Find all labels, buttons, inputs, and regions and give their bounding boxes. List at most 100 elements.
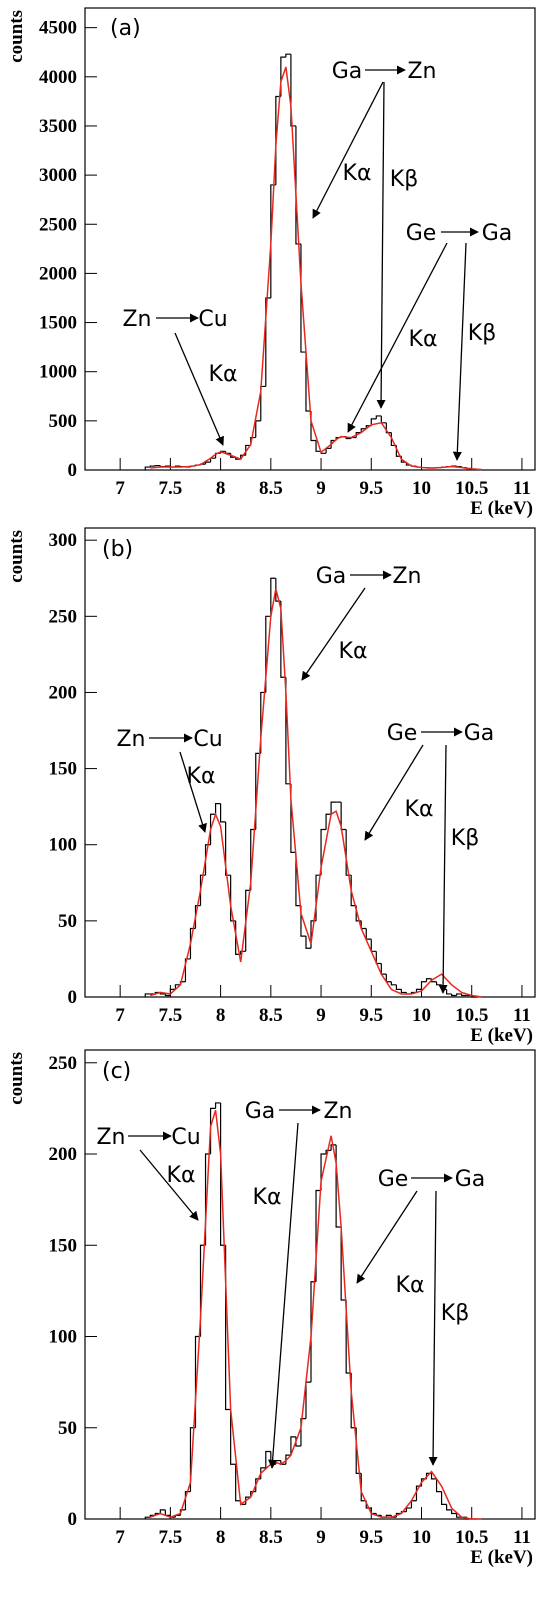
- histogram-bin: [461, 993, 467, 997]
- histogram-bin: [305, 1381, 312, 1419]
- y-tick-label: 300: [49, 530, 78, 551]
- annotation: Cu: [198, 307, 227, 332]
- annotation: Ga: [455, 1167, 486, 1192]
- arrow: [312, 81, 384, 219]
- annotation: Ga: [245, 1099, 276, 1124]
- histogram-bin: [305, 936, 312, 949]
- x-tick-label: 11: [513, 1527, 531, 1548]
- annotation: Ge: [406, 221, 437, 246]
- y-axis-label: counts: [6, 1052, 27, 1105]
- x-tick-label: 9: [316, 1527, 326, 1548]
- histogram-bin: [385, 422, 392, 434]
- x-tick-label: 10: [412, 1005, 431, 1026]
- arrow: [174, 332, 224, 446]
- x-tick-label: 11: [513, 1005, 531, 1026]
- histogram-bin: [370, 939, 377, 952]
- arrow: [364, 744, 424, 841]
- histogram-bin: [290, 54, 296, 127]
- histogram-bin: [280, 56, 286, 97]
- histogram-bin: [446, 989, 452, 995]
- annotation: Zn: [122, 307, 151, 332]
- fit-curve: [150, 588, 482, 998]
- x-axis-label: E (keV): [470, 1547, 533, 1568]
- x-tick-label: 8.5: [259, 1005, 283, 1026]
- histogram-bin: [451, 1509, 457, 1515]
- annotation: Kα: [209, 362, 238, 387]
- x-tick-label: 11: [513, 478, 531, 499]
- histogram-bin: [300, 905, 306, 937]
- y-tick-label: 1500: [39, 313, 77, 334]
- histogram-bin: [415, 988, 422, 993]
- x-tick-label: 7: [115, 478, 125, 499]
- histogram-bin: [440, 1491, 447, 1505]
- histogram-bin: [420, 981, 427, 990]
- histogram-bin: [435, 1478, 442, 1493]
- histogram-bin: [144, 993, 151, 997]
- x-tick-label: 7.5: [159, 478, 183, 499]
- histogram-bin: [410, 1500, 417, 1509]
- annotation: Kα: [343, 161, 372, 186]
- x-tick-label: 10: [412, 478, 431, 499]
- annotation: Kβ: [451, 826, 479, 851]
- histogram-bin: [395, 984, 402, 990]
- panel-label: (a): [110, 16, 141, 41]
- histogram-bin: [325, 813, 332, 830]
- histogram-bin: [149, 465, 156, 468]
- histogram-bin: [214, 1102, 221, 1109]
- annotation: Kβ: [441, 1301, 469, 1326]
- histogram-bin: [440, 984, 447, 990]
- arrow: [452, 242, 467, 461]
- annotation: Zn: [323, 1099, 352, 1124]
- panel-label: (b): [102, 537, 133, 562]
- histogram-bin: [375, 415, 382, 419]
- y-tick-label: 2000: [39, 263, 77, 284]
- annotation: Ga: [482, 221, 513, 246]
- histogram-bin: [230, 1409, 236, 1465]
- histogram-bin: [280, 601, 286, 678]
- histogram-bin: [225, 821, 231, 876]
- histogram-bin: [380, 415, 387, 424]
- annotation: Cu: [193, 727, 222, 752]
- histogram-bin: [184, 1491, 191, 1510]
- histogram-bin: [245, 1496, 251, 1505]
- histogram-bin: [385, 974, 392, 983]
- histogram-bin: [325, 447, 332, 454]
- y-tick-label: 200: [49, 682, 78, 703]
- x-tick-label: 9.5: [359, 478, 383, 499]
- x-tick-label: 8: [216, 478, 226, 499]
- y-tick-label: 250: [49, 606, 78, 627]
- histogram-bin: [220, 803, 226, 823]
- annotation: Kα: [339, 639, 368, 664]
- histogram-bin: [330, 801, 337, 815]
- histogram-bin: [360, 1473, 367, 1502]
- arrow: [139, 1149, 199, 1221]
- fit-curve: [150, 1110, 482, 1520]
- histogram-bin: [451, 993, 457, 997]
- y-tick-label: 4000: [39, 67, 77, 88]
- histogram-bin: [235, 1464, 241, 1502]
- histogram-bin: [435, 981, 442, 986]
- histogram-bin: [184, 958, 191, 982]
- histogram-bin: [164, 1509, 171, 1516]
- annotation: Ga: [316, 564, 347, 589]
- histogram-bin: [295, 852, 301, 907]
- histogram-bin: [360, 428, 367, 433]
- x-tick-label: 7: [115, 1527, 125, 1548]
- histogram-bin: [290, 1436, 296, 1456]
- y-tick-label: 100: [49, 1327, 78, 1348]
- arrow: [301, 587, 366, 681]
- histogram-bin: [345, 829, 352, 876]
- histogram-bin: [340, 1227, 347, 1301]
- histogram-bin: [174, 984, 181, 990]
- histogram-bin: [199, 874, 206, 906]
- histogram-bin: [456, 1513, 462, 1518]
- histogram-bin: [365, 928, 372, 940]
- annotation: Kα: [405, 797, 434, 822]
- plot-frame: [84, 527, 536, 998]
- y-tick-label: 50: [58, 911, 77, 932]
- y-tick-label: 2500: [39, 214, 77, 235]
- y-axis-label: counts: [6, 10, 27, 63]
- y-tick-label: 50: [58, 1418, 77, 1439]
- y-tick-label: 200: [49, 1144, 78, 1165]
